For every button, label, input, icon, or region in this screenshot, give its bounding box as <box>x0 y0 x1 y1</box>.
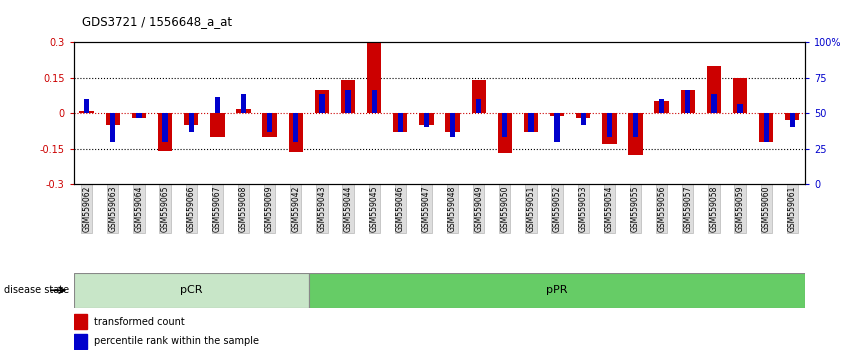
Bar <box>236 109 250 113</box>
Bar <box>450 113 456 137</box>
Bar <box>158 113 172 151</box>
Bar <box>341 80 355 113</box>
Bar <box>106 113 120 125</box>
Bar <box>84 99 89 113</box>
Bar <box>320 95 325 113</box>
Bar <box>163 113 168 142</box>
Bar <box>423 113 429 127</box>
Bar <box>476 99 481 113</box>
Bar <box>184 113 198 125</box>
Bar <box>659 99 664 113</box>
Bar <box>136 113 141 118</box>
Bar <box>554 113 559 142</box>
Bar <box>524 113 538 132</box>
Bar <box>655 102 669 113</box>
Bar <box>607 113 612 137</box>
Bar <box>210 113 224 137</box>
Bar <box>241 95 246 113</box>
Bar <box>685 90 690 113</box>
Bar <box>293 113 299 142</box>
Bar <box>80 111 94 113</box>
Text: pPR: pPR <box>546 285 568 295</box>
Bar <box>74 273 309 308</box>
Bar <box>759 113 773 142</box>
Text: disease state: disease state <box>4 285 69 295</box>
Bar <box>711 95 716 113</box>
Bar <box>471 80 486 113</box>
Bar <box>346 90 351 113</box>
Bar <box>372 90 377 113</box>
Bar <box>393 113 408 132</box>
Bar <box>550 113 565 116</box>
Text: GDS3721 / 1556648_a_at: GDS3721 / 1556648_a_at <box>82 15 232 28</box>
Bar <box>528 113 533 132</box>
Bar <box>580 113 585 125</box>
Bar <box>681 90 695 113</box>
Bar <box>785 113 799 120</box>
Bar <box>707 66 721 113</box>
Bar <box>445 113 460 132</box>
Bar <box>215 97 220 113</box>
Bar <box>633 113 638 137</box>
Bar <box>629 113 643 155</box>
Bar <box>764 113 769 142</box>
Bar <box>498 113 512 153</box>
Bar <box>790 113 795 127</box>
Bar <box>367 42 381 113</box>
Bar <box>74 334 87 348</box>
Bar <box>110 113 115 142</box>
Bar <box>502 113 507 137</box>
Bar <box>189 113 194 132</box>
Bar <box>288 113 303 152</box>
Bar <box>733 78 747 113</box>
Bar <box>262 113 277 137</box>
Bar <box>738 104 743 113</box>
Bar <box>74 314 87 329</box>
Bar <box>602 113 617 144</box>
Text: pCR: pCR <box>180 285 203 295</box>
Bar <box>419 113 434 125</box>
Bar <box>132 113 146 118</box>
Bar <box>576 113 591 118</box>
Bar <box>309 273 805 308</box>
Text: transformed count: transformed count <box>94 316 184 327</box>
Text: percentile rank within the sample: percentile rank within the sample <box>94 336 259 346</box>
Bar <box>267 113 272 132</box>
Bar <box>397 113 403 132</box>
Bar <box>314 90 329 113</box>
